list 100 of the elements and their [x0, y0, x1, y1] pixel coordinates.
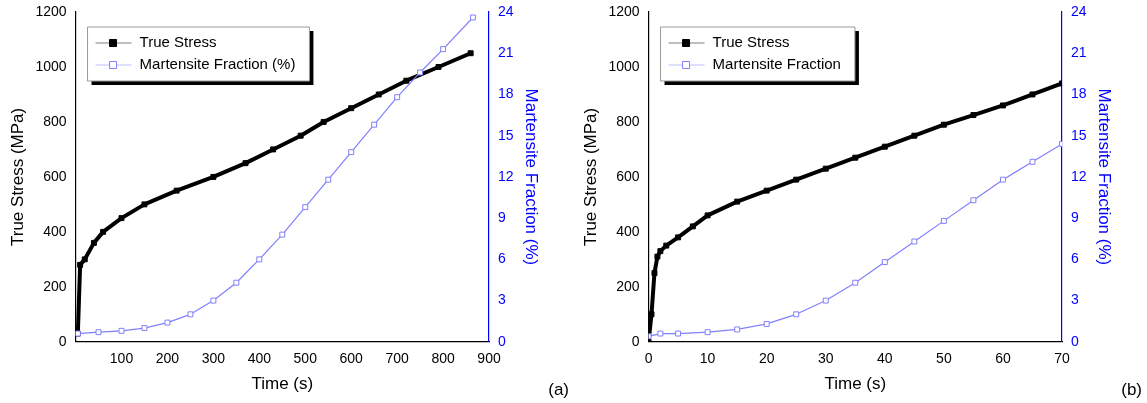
x-tick-label: 100	[109, 350, 134, 367]
y2-tick-label: 21	[1071, 44, 1087, 61]
point	[467, 50, 474, 57]
x-tick-label: 500	[293, 350, 318, 367]
y2-tick-label: 24	[498, 2, 514, 19]
point	[100, 228, 107, 235]
point	[970, 197, 977, 204]
text: (b)	[1121, 380, 1142, 400]
y-axis-title: True Stress (MPa)	[7, 107, 27, 247]
y-tick-label: 400	[616, 222, 640, 239]
point	[911, 132, 918, 139]
point	[469, 14, 476, 21]
point	[822, 165, 829, 172]
y-tick-label: 800	[43, 112, 67, 129]
point	[852, 154, 859, 161]
x-tick-label: 30	[817, 350, 834, 367]
point	[371, 121, 378, 128]
y2-tick-label: 9	[1071, 208, 1080, 225]
point	[210, 297, 217, 304]
y2-tick-label: 3	[498, 291, 507, 308]
point	[279, 231, 286, 238]
y2-axis-title: Martensite Fraction (%)	[1095, 88, 1115, 266]
x-tick-label: 0	[644, 350, 653, 367]
point	[657, 330, 664, 337]
point	[77, 261, 84, 268]
point	[940, 217, 947, 224]
point	[394, 94, 401, 101]
y2-tick-label: 18	[498, 85, 514, 102]
y2-tick-label: 24	[1071, 2, 1087, 19]
point	[242, 160, 249, 167]
point	[297, 132, 304, 139]
point	[302, 204, 309, 211]
point	[793, 311, 800, 318]
point	[210, 173, 217, 180]
point	[375, 91, 382, 98]
point	[320, 118, 327, 125]
point	[999, 102, 1006, 109]
point	[1029, 91, 1036, 98]
point	[911, 238, 918, 245]
y-tick-label: 600	[43, 167, 67, 184]
point	[164, 319, 171, 326]
y2-tick-label: 15	[498, 126, 514, 143]
point	[663, 242, 670, 249]
y-tick-label: 200	[616, 277, 640, 294]
point	[81, 256, 88, 263]
point	[704, 212, 711, 219]
y-tick-label: 200	[43, 277, 67, 294]
y2-axis-title: Martensite Fraction (%)	[522, 88, 542, 266]
x-tick-label: 900	[477, 350, 501, 367]
y-tick-label: 1000	[35, 57, 67, 74]
point	[657, 248, 664, 255]
x-tick-label: 50	[936, 350, 952, 367]
x-tick-label: 200	[155, 350, 180, 367]
point	[187, 311, 194, 318]
x-tick-label: 300	[201, 350, 226, 367]
x-axis-title: Time (s)	[251, 374, 314, 394]
y2-tick-label: 15	[1071, 126, 1087, 143]
point	[233, 279, 240, 286]
y-tick-label: 600	[616, 167, 640, 184]
point	[118, 215, 125, 222]
point	[173, 187, 180, 194]
point	[256, 256, 263, 263]
y2-tick-label: 6	[1071, 250, 1080, 267]
y2-tick-label: 12	[1071, 167, 1087, 184]
y-tick-label: 800	[616, 112, 640, 129]
point	[141, 201, 148, 208]
point	[648, 311, 655, 318]
x-tick-label: 800	[431, 350, 455, 367]
point	[90, 239, 97, 246]
x-tick-label: 700	[385, 350, 410, 367]
x-tick-label: 10	[699, 350, 716, 367]
point	[440, 46, 447, 53]
y2-tick-label: 9	[498, 208, 507, 225]
y-tick-label: 1200	[35, 2, 67, 19]
point	[675, 330, 682, 337]
point	[704, 329, 711, 336]
x-tick-label: 40	[877, 350, 893, 367]
point	[403, 77, 410, 84]
point	[348, 149, 355, 156]
y2-tick-label: 21	[498, 44, 514, 61]
point	[417, 69, 424, 76]
point	[852, 279, 859, 286]
y-tick-label: 1200	[608, 2, 640, 19]
point	[435, 63, 442, 70]
point	[940, 121, 947, 128]
point	[734, 198, 741, 205]
x-tick-label: 70	[1054, 350, 1071, 367]
point	[141, 325, 148, 332]
y-tick-label: 1000	[608, 57, 640, 74]
y2-tick-label: 12	[498, 167, 514, 184]
point	[654, 253, 661, 260]
x-tick-label: 20	[758, 350, 775, 367]
legend-label: Martensite Fraction	[712, 55, 841, 73]
point	[793, 176, 800, 183]
point	[689, 223, 696, 230]
point	[763, 187, 770, 194]
point	[999, 176, 1006, 183]
point	[95, 329, 102, 336]
legend-label: Martensite Fraction (%)	[139, 55, 296, 73]
point	[822, 297, 829, 304]
